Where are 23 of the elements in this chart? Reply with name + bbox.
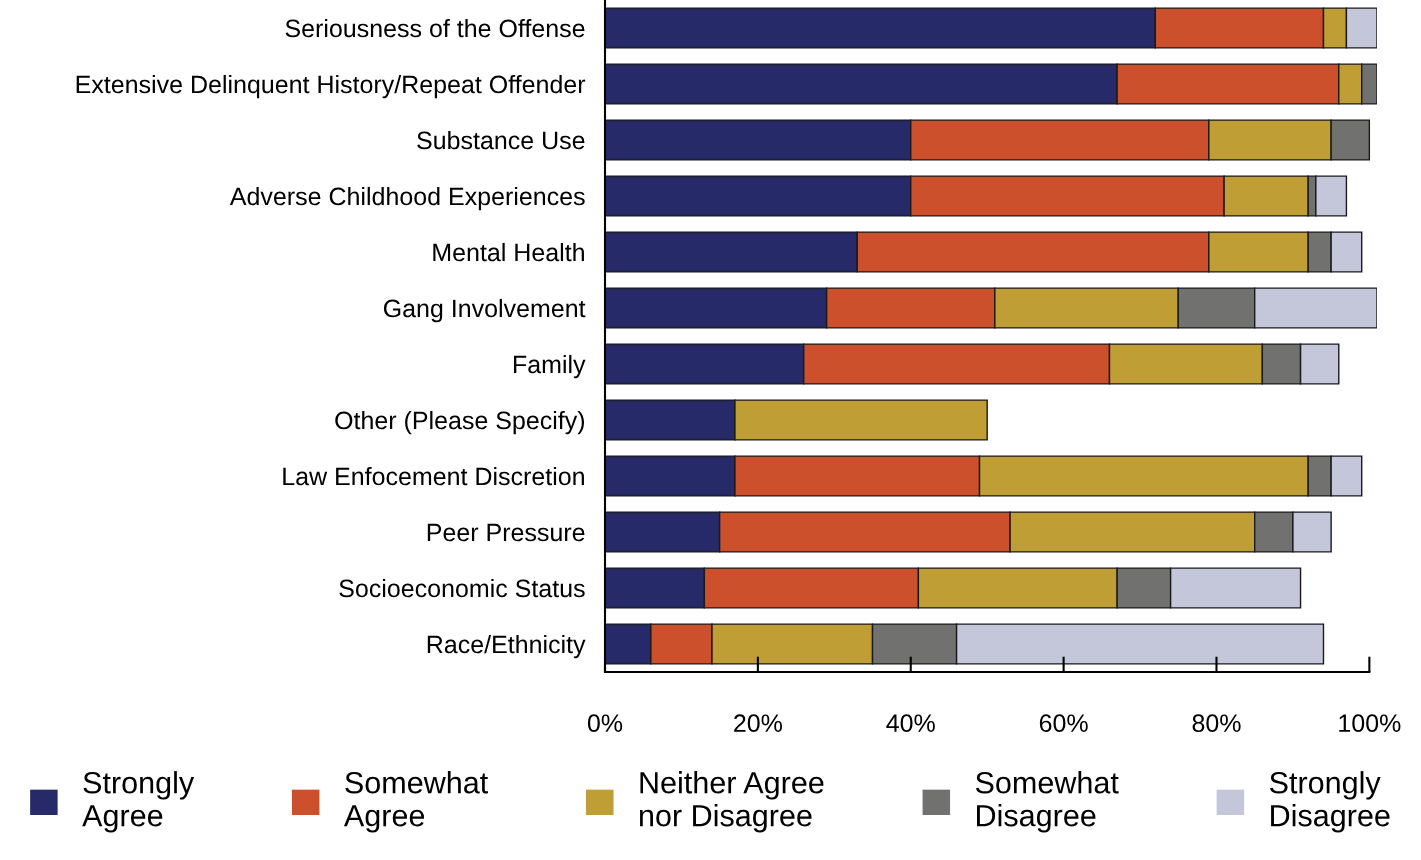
y-tick-label: Race/Ethnicity bbox=[427, 634, 586, 659]
legend-label: Somewhat Agree bbox=[343, 771, 489, 833]
y-tick-label: Mental Health bbox=[433, 242, 584, 262]
y-tick-label: Peer Pressure bbox=[427, 523, 585, 542]
legend-label: Neither Agree nor Disagree bbox=[639, 771, 824, 833]
y-tick-label: Family bbox=[514, 354, 586, 379]
y-tick-label: Seriousness of the Offense bbox=[285, 18, 585, 38]
y-tick-label: Substance Use bbox=[417, 130, 585, 150]
x-tick-label: 80% bbox=[1192, 714, 1241, 733]
y-tick-label: Extensive Delinquent History/Repeat Offender bbox=[76, 74, 586, 99]
x-tick-label: 40% bbox=[886, 714, 935, 733]
x-tick-label: 60% bbox=[1039, 714, 1088, 733]
y-tick-label: Law Enfocement Discretion bbox=[283, 466, 584, 486]
x-tick-label: 0% bbox=[587, 714, 623, 733]
legend-label: Strongly Disagree bbox=[1269, 771, 1390, 833]
legend-label: Somewhat Disagree bbox=[975, 771, 1119, 833]
y-tick-label: Adverse Childhood Experiences bbox=[229, 186, 585, 211]
legend-label: Strongly Agree bbox=[82, 771, 195, 833]
x-tick-label: 20% bbox=[734, 714, 782, 733]
y-tick-label: Socioeconomic Status bbox=[339, 578, 585, 598]
y-tick-label: Gang Involvement bbox=[383, 298, 586, 323]
y-tick-label: Other (Please Specify) bbox=[335, 410, 585, 435]
x-tick-label: 100% bbox=[1339, 714, 1401, 733]
